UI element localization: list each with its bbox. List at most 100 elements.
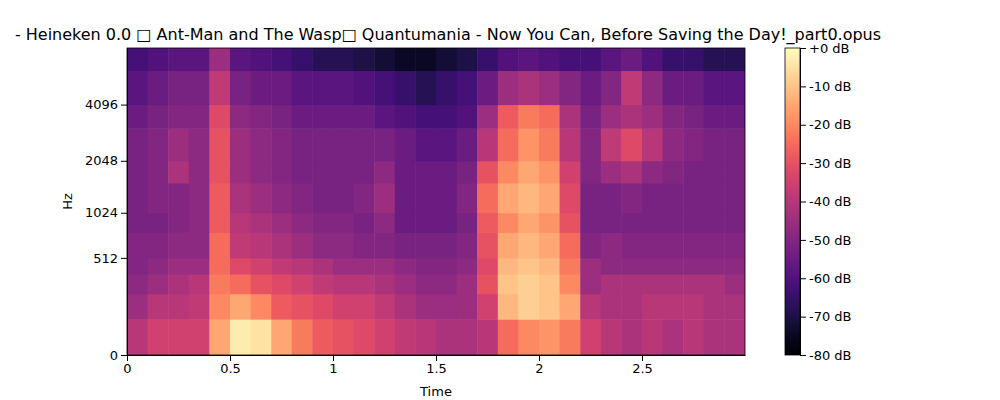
x-tick-label: 2.5 [632,361,653,376]
cell [271,258,292,275]
cell [642,48,663,71]
cell [642,183,663,213]
cell [560,319,581,355]
colorbar-tick-label: -50 dB [809,233,852,248]
cell [271,294,292,320]
cell [312,213,333,233]
cell [292,183,313,213]
cell [683,258,704,275]
cell [580,105,601,129]
cell [477,294,498,320]
cell [209,274,230,294]
cell [560,183,581,213]
colorbar-tick-mark [800,125,806,126]
cell [498,274,519,294]
cell [683,294,704,320]
cell [704,128,725,161]
cell [498,232,519,258]
y-tick-mark [121,105,127,106]
cell [642,274,663,294]
cell [621,128,642,161]
cell [621,319,642,355]
cell [663,213,684,233]
cell [601,48,622,71]
cell [292,274,313,294]
cell [251,71,272,106]
x-tick: 0.5 [220,355,241,376]
cell [560,128,581,161]
cell [539,213,560,233]
cell [457,48,478,71]
cell [354,105,375,129]
cell [354,232,375,258]
cell [539,319,560,355]
x-tick-label: 0 [123,361,131,376]
cell [663,294,684,320]
cell [312,232,333,258]
cell [704,161,725,184]
cell [560,294,581,320]
cell [580,274,601,294]
cell [415,213,436,233]
cell [704,232,725,258]
cell [312,274,333,294]
cell [724,48,745,71]
cell [189,161,210,184]
cell [271,71,292,106]
cell [148,274,169,294]
cell [704,258,725,275]
cell [209,161,230,184]
cell [704,105,725,129]
colorbar-tick-mark [800,278,806,279]
cell [724,274,745,294]
cell [374,183,395,213]
cell [415,48,436,71]
cell [683,128,704,161]
x-tick: 2 [535,355,543,376]
cell [477,213,498,233]
cell [333,71,354,106]
cell [498,213,519,233]
cell [498,71,519,106]
cell [560,48,581,71]
cell [333,213,354,233]
cell [642,232,663,258]
cell [127,319,148,355]
cell [477,105,498,129]
cell [395,71,416,106]
cell [374,128,395,161]
x-tick-label: 1 [329,361,337,376]
cell [724,183,745,213]
cell [560,274,581,294]
cell [436,128,457,161]
cell [312,128,333,161]
x-tick-label: 1.5 [426,361,447,376]
cell [580,258,601,275]
x-tick-label: 0.5 [220,361,241,376]
cell [683,105,704,129]
cell [457,105,478,129]
cell [539,294,560,320]
cell [333,232,354,258]
cell [127,213,148,233]
colorbar-tick: +0 dB [800,41,849,56]
cell [663,183,684,213]
cell [189,319,210,355]
cell [498,319,519,355]
cell [230,161,251,184]
cell [663,71,684,106]
cell [148,105,169,129]
y-tick: 0 [110,348,127,363]
cell [374,294,395,320]
cell [189,274,210,294]
cell [539,48,560,71]
cell [395,48,416,71]
cell [189,71,210,106]
y-tick: 1024 [85,205,127,220]
y-axis: 0512102420484096 [85,49,128,363]
cell [189,48,210,71]
cell [539,258,560,275]
cell [560,258,581,275]
colorbar-tick-mark [800,240,806,241]
cell [333,128,354,161]
